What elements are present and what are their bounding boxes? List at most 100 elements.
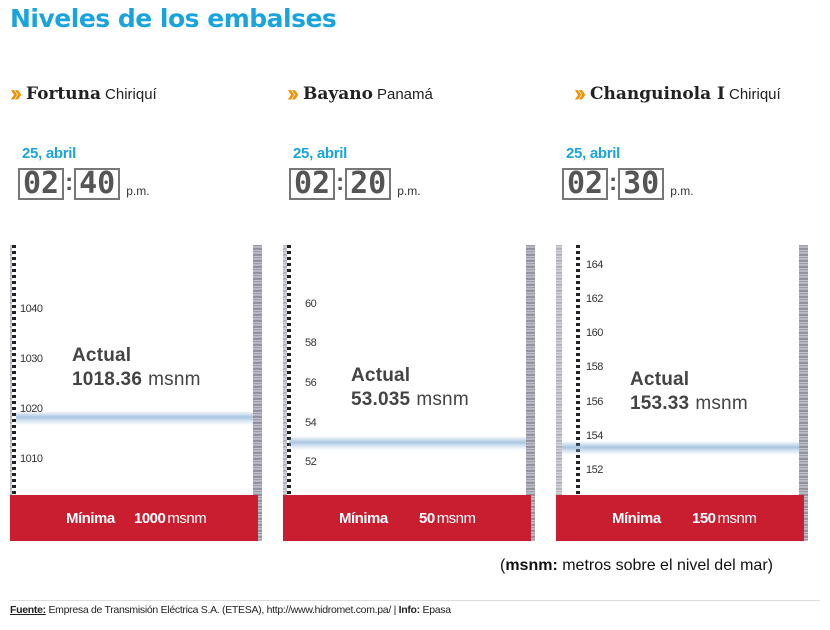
actual-level-label: Actual: [72, 345, 132, 366]
tank-body: [556, 245, 804, 541]
time-hours: 02: [18, 168, 65, 200]
double-chevron-icon: ››: [287, 80, 299, 107]
reading-time: 02:20 p.m.: [289, 168, 421, 200]
unit-legend: (msnm: metros sobre el nivel del mar): [500, 557, 773, 575]
source-footer: Fuente: Empresa de Transmisión Eléctrica…: [10, 604, 820, 616]
minimum-value-unit: msnm: [717, 510, 757, 527]
minimum-value-unit: msnm: [167, 510, 207, 527]
level-scale: [12, 245, 16, 495]
actual-level-label: Actual: [351, 365, 411, 386]
actual-level-value: 1018.36 msnm: [72, 369, 201, 391]
scale-tick-label: 154: [586, 429, 603, 442]
scale-tick-label: 152: [586, 464, 603, 477]
tank-left-wall: [556, 245, 562, 541]
water-surface: [16, 411, 253, 426]
footer-divider: [10, 600, 820, 601]
time-minutes: 20: [345, 168, 392, 200]
reading-time: 02:30 p.m.: [562, 168, 694, 200]
scale-tick-label: 1040: [20, 303, 43, 315]
time-hours: 02: [289, 168, 336, 200]
scale-tick-label: 160: [586, 327, 603, 340]
actual-level-value: 153.33 msnm: [630, 393, 748, 415]
page-title: Niveles de los embalses: [10, 4, 337, 33]
minimum-label: Mínima: [612, 510, 661, 527]
scale-tick-label: 58: [305, 337, 317, 350]
reading-time: 02:40 p.m.: [18, 168, 150, 200]
actual-value-unit: msnm: [148, 369, 201, 390]
tank-right-wall: [253, 245, 262, 541]
tank-right-wall: [526, 245, 535, 541]
dam-name: Fortuna: [25, 84, 102, 104]
minimum-value: 150 msnm: [692, 510, 757, 527]
tank-right-wall: [799, 245, 808, 541]
minimum-level-bar: Mínima 150 msnm: [556, 495, 804, 541]
minimum-level-bar: Mínima 1000 msnm: [10, 495, 258, 541]
scale-tick-label: 162: [586, 292, 603, 305]
time-ampm: p.m.: [397, 184, 421, 198]
gauge-panel-changuinola: ›› Changuinola I Chiriquí 25, abril 02:30 p.m…: [556, 0, 818, 560]
scale-tick-label: 1010: [20, 453, 43, 465]
minimum-value: 50 msnm: [419, 510, 476, 527]
scale-tick-label: 164: [586, 258, 603, 271]
legend-term: msnm:: [505, 557, 558, 574]
dam-header: ›› Fortuna Chiriquí: [10, 80, 157, 107]
province-name: Chiriquí: [729, 86, 781, 103]
actual-level-value: 53.035 msnm: [351, 389, 469, 411]
time-minutes: 30: [618, 168, 665, 200]
reading-date: 25, abril: [566, 145, 620, 162]
minimum-value-unit: msnm: [436, 510, 476, 527]
double-chevron-icon: ››: [574, 80, 586, 107]
source-label: Fuente:: [10, 604, 46, 616]
info-text: Epasa: [419, 604, 451, 616]
legend-definition: metros sobre el nivel del mar): [557, 557, 773, 574]
tank-body: [283, 245, 531, 541]
minimum-value-number: 1000: [134, 510, 166, 527]
actual-value-number: 53.035: [351, 389, 411, 410]
dam-header: ›› Changuinola I Chiriquí: [574, 80, 781, 107]
minimum-value: 1000 msnm: [134, 510, 207, 527]
tank-left-wall: [283, 245, 289, 541]
reservoir-tank: 1040 1030 1020 1010 Actual 1018.36 msnm Mínima 1…: [10, 245, 262, 541]
reading-date: 25, abril: [293, 145, 347, 162]
water-surface: [562, 441, 799, 456]
minimum-level-bar: Mínima 50 msnm: [283, 495, 531, 541]
time-hours: 02: [562, 168, 609, 200]
info-label: Info:: [398, 604, 421, 616]
scale-tick-label: 54: [305, 416, 317, 429]
tank-body: [10, 245, 258, 541]
actual-value-unit: msnm: [695, 393, 748, 414]
scale-tick-label: 56: [305, 376, 317, 389]
level-scale: [576, 245, 580, 495]
time-colon: :: [609, 169, 618, 196]
scale-tick-label: 156: [586, 395, 603, 408]
minimum-label: Mínima: [339, 510, 388, 527]
dam-header: ›› Bayano Panamá: [287, 80, 433, 107]
dam-name: Bayano: [302, 84, 373, 104]
scale-tick-label: 158: [586, 361, 603, 374]
actual-level-label: Actual: [630, 369, 690, 390]
water-surface: [289, 435, 526, 450]
reservoir-tank: 164 162 160 158 156 154 152 Actual 153.33 msnm Mín…: [556, 245, 808, 541]
minimum-value-number: 50: [419, 510, 435, 527]
scale-tick-label: 60: [305, 297, 317, 310]
source-text: Empresa de Transmisión Eléctrica S.A. (E…: [45, 604, 399, 616]
legend-open: (: [500, 557, 506, 574]
province-name: Chiriquí: [105, 86, 157, 103]
actual-value-number: 1018.36: [72, 369, 143, 390]
double-chevron-icon: ››: [10, 80, 22, 107]
level-scale: [287, 245, 291, 495]
time-colon: :: [336, 169, 345, 196]
time-ampm: p.m.: [126, 184, 150, 198]
dam-name: Changuinola I: [589, 84, 725, 104]
province-name: Panamá: [376, 86, 433, 103]
actual-value-unit: msnm: [416, 389, 469, 410]
scale-tick-label: 1030: [20, 353, 43, 365]
scale-tick-label: 52: [305, 456, 317, 469]
reading-date: 25, abril: [22, 145, 76, 162]
reservoir-tank: 60 58 56 54 52 Actual 53.035 msnm Mínima 50 msnm: [283, 245, 535, 541]
time-minutes: 40: [74, 168, 121, 200]
minimum-label: Mínima: [66, 510, 115, 527]
time-ampm: p.m.: [670, 184, 694, 198]
